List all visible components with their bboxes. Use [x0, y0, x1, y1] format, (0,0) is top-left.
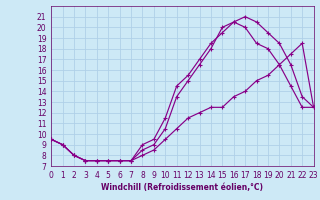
X-axis label: Windchill (Refroidissement éolien,°C): Windchill (Refroidissement éolien,°C)	[101, 183, 263, 192]
